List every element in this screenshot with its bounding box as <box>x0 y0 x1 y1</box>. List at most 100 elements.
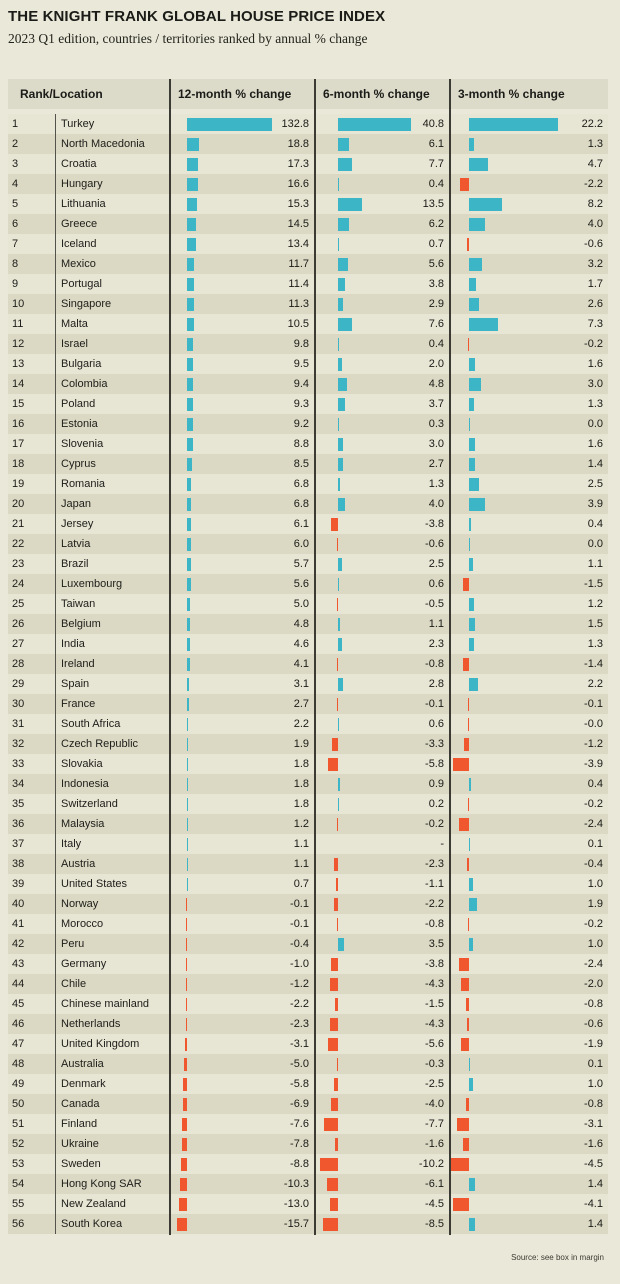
table-row: 2 North Macedonia 18.8 6.1 1.3 <box>8 134 608 154</box>
3-month-bar <box>469 377 482 391</box>
6-month-value: -5.8 <box>425 758 444 770</box>
rank-value: 17 <box>12 438 25 450</box>
location-name: Lithuania <box>61 198 106 210</box>
12-month-bar <box>187 537 191 551</box>
3-month-bar <box>466 1017 469 1031</box>
12-month-value: -5.0 <box>290 1058 309 1070</box>
3-month-value: 0.4 <box>587 778 603 790</box>
location-name: Sweden <box>61 1158 101 1170</box>
12-month-change-cell: 14.5 <box>169 214 314 234</box>
12-month-bar <box>183 1057 187 1071</box>
6-month-change-cell: -2.5 <box>314 1074 449 1094</box>
3-month-value: 1.4 <box>587 1218 603 1230</box>
6-month-value: -4.5 <box>425 1198 444 1210</box>
rank-value: 30 <box>12 698 25 710</box>
6-month-change-cell: 2.3 <box>314 634 449 654</box>
3-month-value: -2.4 <box>584 958 603 970</box>
12-month-change-cell: -3.1 <box>169 1034 314 1054</box>
table-row: 25 Taiwan 5.0 -0.5 1.2 <box>8 594 608 614</box>
rank-value: 23 <box>12 558 25 570</box>
3-month-bar <box>465 997 469 1011</box>
6-month-change-cell: -1.1 <box>314 874 449 894</box>
3-month-change-cell: 3.2 <box>449 254 608 274</box>
6-month-change-cell: -4.3 <box>314 974 449 994</box>
rank-value: 32 <box>12 738 25 750</box>
12-month-bar <box>187 777 189 791</box>
12-month-value: -6.9 <box>290 1098 309 1110</box>
location-name: Taiwan <box>61 598 96 610</box>
12-month-value: 5.6 <box>293 578 309 590</box>
location-name: Peru <box>61 938 85 950</box>
6-month-bar <box>338 337 339 351</box>
table-row: 23 Brazil 5.7 2.5 1.1 <box>8 554 608 574</box>
6-month-bar <box>338 137 349 151</box>
6-month-bar <box>331 957 338 971</box>
12-month-bar <box>185 1037 187 1051</box>
rank-value: 19 <box>12 478 25 490</box>
12-month-bar <box>186 937 187 951</box>
6-month-bar <box>338 397 345 411</box>
6-month-bar <box>327 757 338 771</box>
6-month-value: 0.4 <box>428 178 444 190</box>
location-name: Iceland <box>61 238 97 250</box>
12-month-value: 2.7 <box>293 698 309 710</box>
12-month-change-cell: 8.5 <box>169 454 314 474</box>
3-month-value: 2.2 <box>587 678 603 690</box>
rank-value: 10 <box>12 298 25 310</box>
column-header-6-month: 6-month % change <box>323 87 430 101</box>
6-month-bar <box>330 1097 338 1111</box>
table-row: 56 South Korea -15.7 -8.5 1.4 <box>8 1214 608 1234</box>
location-name: Singapore <box>61 298 112 310</box>
6-month-change-cell: -2.3 <box>314 854 449 874</box>
6-month-value: -1.6 <box>425 1138 444 1150</box>
3-month-bar <box>469 197 502 211</box>
12-month-bar <box>187 797 189 811</box>
rank-value: 43 <box>12 958 25 970</box>
rank-value: 9 <box>12 278 19 290</box>
column-header-rank-location: Rank/Location <box>20 87 103 101</box>
12-month-change-cell: 9.2 <box>169 414 314 434</box>
12-month-change-cell: 9.3 <box>169 394 314 414</box>
6-month-bar <box>338 217 350 231</box>
location-name: Brazil <box>61 558 89 570</box>
3-month-change-cell: 1.6 <box>449 434 608 454</box>
3-month-change-cell: 8.2 <box>449 194 608 214</box>
12-month-change-cell: -2.3 <box>169 1014 314 1034</box>
table-row: 20 Japan 6.8 4.0 3.9 <box>8 494 608 514</box>
12-month-bar <box>187 597 191 611</box>
6-month-value: 40.8 <box>422 118 444 130</box>
12-month-change-cell: 11.4 <box>169 274 314 294</box>
3-month-value: 1.0 <box>587 1078 603 1090</box>
rank-value: 52 <box>12 1138 25 1150</box>
table-row: 33 Slovakia 1.8 -5.8 -3.9 <box>8 754 608 774</box>
12-month-value: 11.3 <box>288 298 309 310</box>
6-month-value: 0.6 <box>428 578 444 590</box>
12-month-change-cell: -7.8 <box>169 1134 314 1154</box>
table-row: 55 New Zealand -13.0 -4.5 -4.1 <box>8 1194 608 1214</box>
6-month-change-cell: -5.8 <box>314 754 449 774</box>
6-month-bar <box>322 1217 338 1231</box>
3-month-change-cell: -0.0 <box>449 714 608 734</box>
12-month-change-cell: -2.2 <box>169 994 314 1014</box>
3-month-change-cell: -0.8 <box>449 994 608 1014</box>
table-row: 27 India 4.6 2.3 1.3 <box>8 634 608 654</box>
6-month-bar <box>338 637 343 651</box>
6-month-change-cell: 1.3 <box>314 474 449 494</box>
location-name: Chinese mainland <box>61 998 150 1010</box>
12-month-value: 17.3 <box>287 158 309 170</box>
table-row: 36 Malaysia 1.2 -0.2 -2.4 <box>8 814 608 834</box>
3-month-value: 2.5 <box>587 478 603 490</box>
6-month-bar <box>329 1197 338 1211</box>
location-name: Denmark <box>61 1078 106 1090</box>
6-month-value: 0.9 <box>428 778 444 790</box>
6-month-value: -2.2 <box>425 898 444 910</box>
12-month-change-cell: -8.8 <box>169 1154 314 1174</box>
rank-value: 5 <box>12 198 19 210</box>
12-month-value: -13.0 <box>283 1198 309 1210</box>
3-month-change-cell: -0.2 <box>449 914 608 934</box>
3-month-change-cell: 1.4 <box>449 454 608 474</box>
location-name: Turkey <box>61 118 95 130</box>
3-month-change-cell: -1.2 <box>449 734 608 754</box>
12-month-bar <box>182 1117 187 1131</box>
6-month-value: 0.3 <box>428 418 444 430</box>
